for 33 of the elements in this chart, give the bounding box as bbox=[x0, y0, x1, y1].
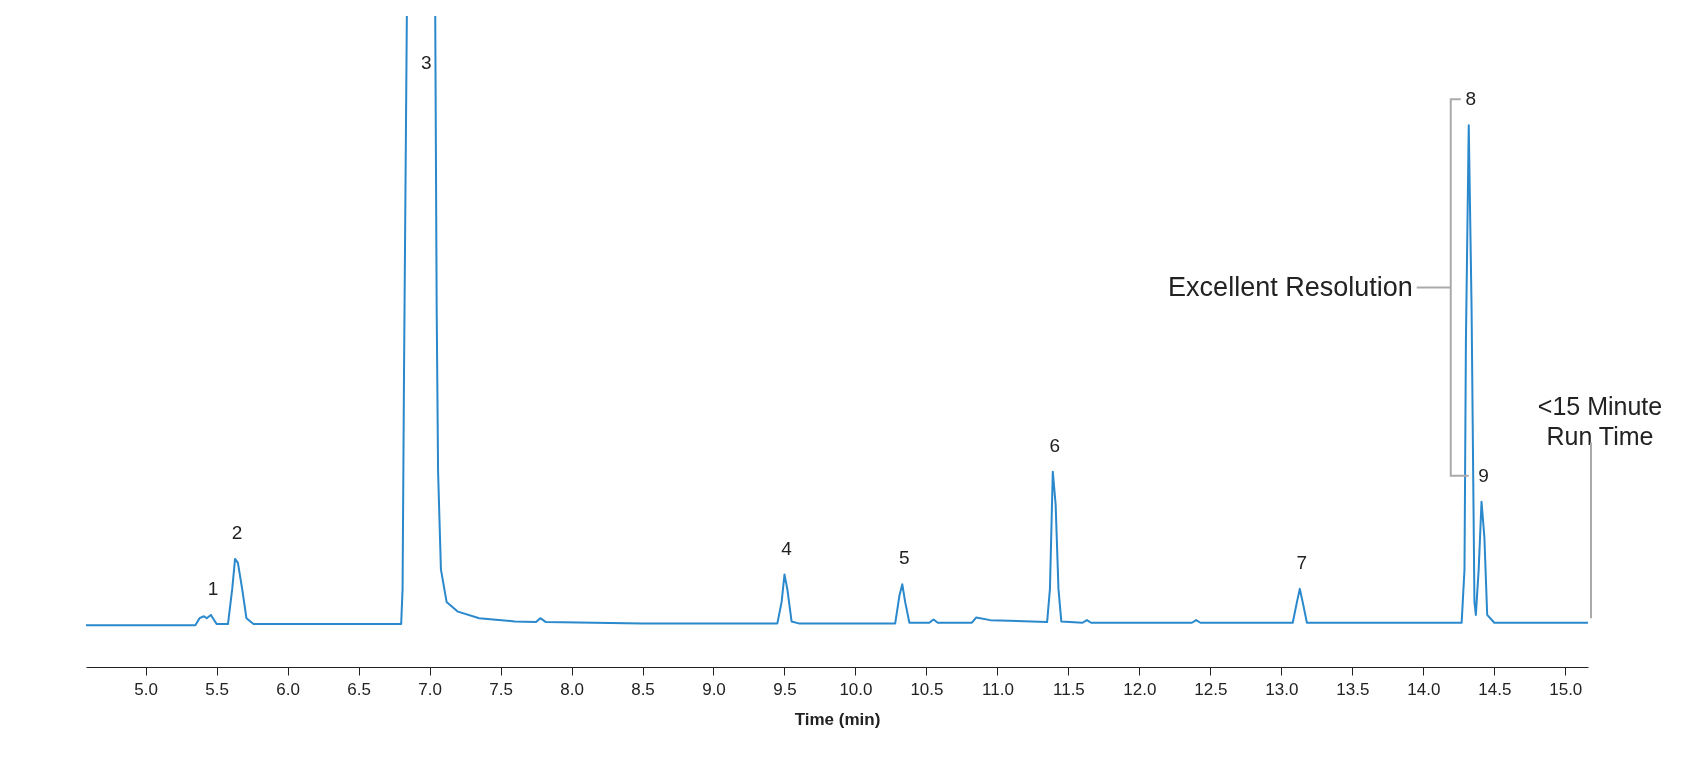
x-tick-label: 10.0 bbox=[839, 679, 873, 699]
x-tick-label: 5.0 bbox=[134, 679, 158, 699]
x-tick-label: 10.5 bbox=[910, 679, 944, 699]
x-tick-label: 13.0 bbox=[1265, 679, 1299, 699]
annotation: 2 bbox=[231, 521, 243, 543]
x-tick-label: 13.5 bbox=[1336, 679, 1370, 699]
x-tick-label: 12.5 bbox=[1194, 679, 1228, 699]
x-tick-label: 15.0 bbox=[1549, 679, 1583, 699]
annotation: 4 bbox=[781, 537, 793, 559]
x-tick-label: 8.0 bbox=[560, 679, 584, 699]
annotation: 8 bbox=[1465, 88, 1477, 110]
annotation: 5 bbox=[899, 547, 910, 569]
x-tick-label: 9.0 bbox=[702, 679, 726, 699]
x-tick-label: 14.0 bbox=[1407, 679, 1441, 699]
x-tick-label: 11.5 bbox=[1052, 679, 1085, 699]
annotation: 1 bbox=[207, 577, 219, 599]
x-tick-label: 5.5 bbox=[205, 679, 229, 699]
x-tick-label: 9.5 bbox=[773, 679, 797, 699]
x-tick-label: 14.5 bbox=[1478, 679, 1512, 699]
annotation: 6 bbox=[1049, 434, 1061, 456]
x-tick-label: 6.5 bbox=[347, 679, 371, 699]
annotation: <15 Minute Run Time bbox=[1537, 391, 1663, 450]
x-tick-label: 12.0 bbox=[1123, 679, 1157, 699]
x-tick-label: 7.5 bbox=[489, 679, 513, 699]
annotation: 9 bbox=[1478, 464, 1489, 486]
x-tick-label: 6.0 bbox=[276, 679, 300, 699]
annotation: Excellent Resolution bbox=[1168, 271, 1413, 302]
annotation: 7 bbox=[1296, 551, 1308, 573]
x-tick-label: 8.5 bbox=[631, 679, 655, 699]
annotation: 3 bbox=[420, 52, 432, 73]
x-axis-title: Time (min) bbox=[794, 709, 881, 729]
x-tick-label: 7.0 bbox=[418, 679, 442, 699]
x-tick-label: 11.0 bbox=[982, 679, 1014, 699]
